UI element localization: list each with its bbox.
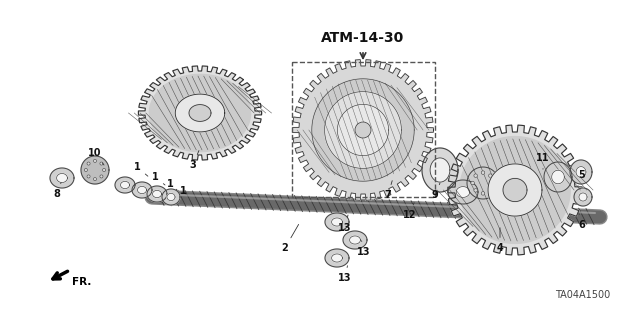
Ellipse shape bbox=[481, 171, 484, 174]
Text: 11: 11 bbox=[536, 153, 550, 169]
Polygon shape bbox=[138, 66, 262, 160]
Polygon shape bbox=[175, 94, 225, 132]
Polygon shape bbox=[162, 189, 180, 205]
Polygon shape bbox=[324, 92, 401, 168]
Ellipse shape bbox=[471, 181, 474, 185]
Polygon shape bbox=[332, 218, 342, 226]
Polygon shape bbox=[332, 254, 342, 262]
Polygon shape bbox=[349, 236, 360, 244]
Ellipse shape bbox=[488, 174, 492, 177]
Polygon shape bbox=[570, 160, 592, 184]
Polygon shape bbox=[343, 231, 367, 249]
Ellipse shape bbox=[93, 178, 97, 181]
Polygon shape bbox=[448, 125, 582, 255]
Polygon shape bbox=[325, 249, 349, 267]
Ellipse shape bbox=[93, 160, 97, 162]
Text: 3: 3 bbox=[189, 151, 199, 170]
Text: 10: 10 bbox=[88, 148, 104, 165]
Text: 9: 9 bbox=[431, 183, 440, 200]
Polygon shape bbox=[552, 170, 564, 184]
Ellipse shape bbox=[481, 192, 484, 195]
Polygon shape bbox=[292, 60, 433, 200]
Polygon shape bbox=[115, 177, 135, 193]
Polygon shape bbox=[132, 182, 152, 198]
Ellipse shape bbox=[355, 122, 371, 138]
Text: 1: 1 bbox=[166, 179, 177, 190]
Text: 12: 12 bbox=[403, 203, 417, 220]
Ellipse shape bbox=[488, 189, 492, 192]
Text: TA04A1500: TA04A1500 bbox=[555, 290, 610, 300]
Polygon shape bbox=[81, 156, 109, 184]
Ellipse shape bbox=[87, 175, 90, 178]
Polygon shape bbox=[149, 74, 251, 152]
Text: 13: 13 bbox=[357, 241, 371, 257]
Polygon shape bbox=[312, 79, 414, 181]
Ellipse shape bbox=[102, 168, 106, 172]
Ellipse shape bbox=[100, 175, 103, 178]
Polygon shape bbox=[430, 158, 450, 182]
Polygon shape bbox=[422, 148, 458, 192]
Ellipse shape bbox=[84, 168, 88, 172]
Bar bbox=[292, 62, 435, 197]
Text: 7: 7 bbox=[385, 181, 392, 200]
Ellipse shape bbox=[100, 162, 103, 165]
Ellipse shape bbox=[492, 181, 495, 185]
Text: 5: 5 bbox=[578, 170, 586, 185]
Polygon shape bbox=[503, 178, 527, 202]
Polygon shape bbox=[488, 164, 542, 216]
Text: 13: 13 bbox=[339, 266, 352, 283]
Polygon shape bbox=[152, 190, 161, 197]
Text: 4: 4 bbox=[497, 228, 504, 253]
Polygon shape bbox=[147, 186, 167, 202]
Polygon shape bbox=[544, 162, 572, 192]
Polygon shape bbox=[120, 182, 129, 189]
Polygon shape bbox=[576, 167, 586, 177]
Polygon shape bbox=[467, 167, 499, 199]
Text: 1: 1 bbox=[134, 162, 148, 176]
Text: 6: 6 bbox=[579, 213, 586, 230]
Polygon shape bbox=[460, 137, 570, 243]
Ellipse shape bbox=[474, 174, 477, 177]
Text: 2: 2 bbox=[282, 224, 299, 253]
Polygon shape bbox=[325, 213, 349, 231]
Polygon shape bbox=[448, 180, 478, 204]
Polygon shape bbox=[189, 105, 211, 122]
Ellipse shape bbox=[87, 162, 90, 165]
Text: 8: 8 bbox=[54, 182, 61, 199]
Polygon shape bbox=[167, 193, 175, 201]
Polygon shape bbox=[50, 168, 74, 188]
Text: 1: 1 bbox=[180, 186, 186, 196]
Polygon shape bbox=[574, 188, 592, 206]
Text: FR.: FR. bbox=[72, 277, 92, 287]
Text: 1: 1 bbox=[152, 172, 165, 185]
Polygon shape bbox=[456, 187, 470, 197]
Polygon shape bbox=[337, 104, 388, 156]
Polygon shape bbox=[579, 193, 587, 201]
Polygon shape bbox=[138, 186, 147, 194]
Text: ATM-14-30: ATM-14-30 bbox=[321, 31, 404, 45]
Ellipse shape bbox=[474, 189, 477, 192]
Text: 13: 13 bbox=[339, 215, 352, 233]
Polygon shape bbox=[56, 174, 67, 182]
